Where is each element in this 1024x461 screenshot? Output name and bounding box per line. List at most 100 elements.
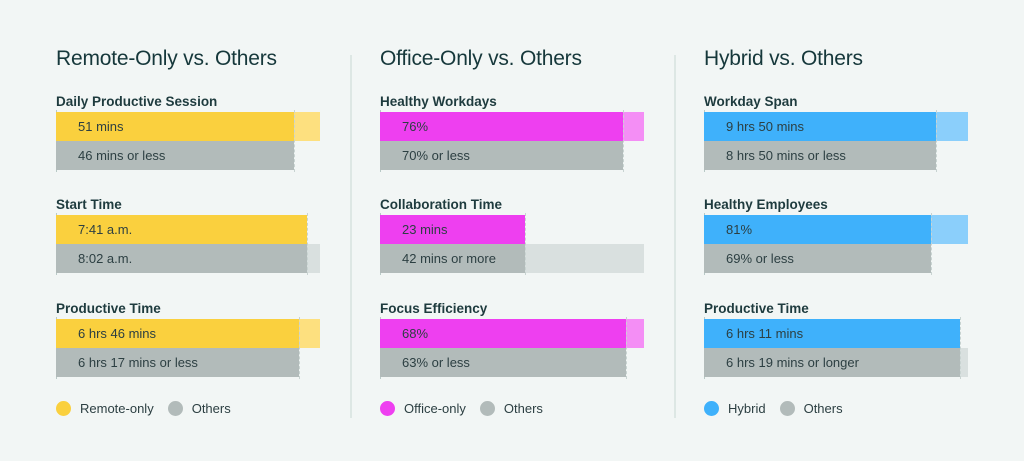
comparison-marker <box>931 213 932 275</box>
bar-pair: 76% 70% or less <box>380 110 644 172</box>
panel-divider <box>674 55 676 418</box>
others-value-label: 46 mins or less <box>78 148 166 163</box>
legend-item-group: Hybrid <box>704 401 766 416</box>
group-bar <box>56 112 294 141</box>
legend: Hybrid Others <box>704 401 857 416</box>
group-bar-difference <box>294 112 320 141</box>
legend: Remote-only Others <box>56 401 245 416</box>
comparison-marker <box>626 317 627 379</box>
group-value-label: 6 hrs 11 mins <box>726 326 804 341</box>
group-bar <box>704 112 936 141</box>
bar-pair: 23 mins 42 mins or more <box>380 213 644 275</box>
legend-label: Others <box>503 401 543 416</box>
comparison-marker <box>623 110 624 172</box>
comparison-marker <box>936 110 937 172</box>
legend-dot-icon <box>779 401 795 416</box>
others-bar <box>380 244 525 273</box>
group-bar <box>56 215 307 244</box>
comparison-marker <box>294 110 295 172</box>
comparison-marker <box>307 213 308 275</box>
group-bar <box>704 319 960 348</box>
group-value-label: 23 mins <box>402 222 448 237</box>
others-value-label: 8 hrs 50 mins or less <box>726 148 846 163</box>
group-bar <box>380 215 525 244</box>
legend-label: Others <box>803 401 843 416</box>
legend-dot-icon <box>56 401 71 416</box>
others-bar <box>704 348 960 377</box>
group-value-label: 51 mins <box>78 119 124 134</box>
legend-item-others: Others <box>479 401 543 416</box>
legend-label: Remote-only <box>80 401 154 416</box>
group-value-label: 76% <box>402 119 429 134</box>
others-bar <box>56 141 294 170</box>
group-bar <box>380 112 623 141</box>
others-value-label: 6 hrs 17 mins or less <box>78 355 198 370</box>
others-bar <box>380 348 626 377</box>
others-value-label: 6 hrs 19 mins or longer <box>726 355 859 370</box>
others-value-label: 69% or less <box>726 251 794 266</box>
metric-group: Collaboration Time 23 mins 42 mins or more <box>380 197 644 287</box>
others-bar <box>704 244 931 273</box>
comparison-marker <box>960 317 961 379</box>
group-value-label: 7:41 a.m. <box>78 222 133 237</box>
metric-group: Healthy Workdays 76% 70% or less <box>380 94 644 184</box>
group-value-label: 6 hrs 46 mins <box>78 326 157 341</box>
panel-divider <box>350 55 352 418</box>
others-value-label: 70% or less <box>402 148 470 163</box>
metric-group: Start Time 7:41 a.m. 8:02 a.m. <box>56 197 320 287</box>
legend-item-others: Others <box>167 401 231 416</box>
legend-dot-icon <box>167 401 183 416</box>
metric-group: Healthy Employees 81% 69% or less <box>704 197 968 287</box>
bar-pair: 51 mins 46 mins or less <box>56 110 320 172</box>
others-value-label: 63% or less <box>402 355 470 370</box>
metric-label: Healthy Employees <box>704 197 828 212</box>
group-bar-difference <box>299 319 320 348</box>
bar-pair: 7:41 a.m. 8:02 a.m. <box>56 213 320 275</box>
metric-label: Collaboration Time <box>380 197 503 212</box>
legend-item-others: Others <box>779 401 843 416</box>
legend-dot-icon <box>380 401 395 416</box>
group-bar-difference <box>936 112 968 141</box>
legend-dot-icon <box>479 401 495 416</box>
others-value-label: 8:02 a.m. <box>78 251 133 266</box>
metric-label: Workday Span <box>704 94 798 109</box>
metric-group: Productive Time 6 hrs 11 mins 6 hrs 19 min… <box>704 301 968 391</box>
metric-group: Workday Span 9 hrs 50 mins 8 hrs 50 mins o… <box>704 94 968 184</box>
legend-item-group: Remote-only <box>56 401 154 416</box>
metric-label: Productive Time <box>56 301 161 316</box>
others-bar <box>56 244 307 273</box>
panel-title: Hybrid vs. Others <box>704 47 863 70</box>
metric-group: Focus Efficiency 68% 63% or less <box>380 301 644 391</box>
bar-pair: 6 hrs 46 mins 6 hrs 17 mins or less <box>56 317 320 379</box>
group-bar-difference <box>626 319 644 348</box>
others-bar-difference <box>525 244 644 273</box>
legend: Office-only Others <box>380 401 557 416</box>
legend-dot-icon <box>704 401 719 416</box>
metric-label: Productive Time <box>704 301 809 316</box>
group-value-label: 81% <box>726 222 753 237</box>
others-value-label: 42 mins or more <box>402 251 496 266</box>
group-bar <box>380 319 626 348</box>
bar-pair: 68% 63% or less <box>380 317 644 379</box>
group-bar-difference <box>623 112 644 141</box>
metric-label: Focus Efficiency <box>380 301 488 316</box>
others-bar-difference <box>960 348 968 377</box>
others-bar <box>704 141 936 170</box>
comparison-marker <box>299 317 300 379</box>
legend-label: Office-only <box>404 401 466 416</box>
group-bar <box>704 215 931 244</box>
metric-group: Productive Time 6 hrs 46 mins 6 hrs 17 min… <box>56 301 320 391</box>
comparison-marker <box>525 213 526 275</box>
metric-label: Start Time <box>56 197 122 212</box>
others-bar-difference <box>307 244 320 273</box>
bar-pair: 9 hrs 50 mins 8 hrs 50 mins or less <box>704 110 968 172</box>
group-value-label: 68% <box>402 326 429 341</box>
others-bar <box>380 141 623 170</box>
metric-group: Daily Productive Session 51 mins 46 mins o… <box>56 94 320 184</box>
group-value-label: 9 hrs 50 mins <box>726 119 805 134</box>
metric-label: Daily Productive Session <box>56 94 218 109</box>
legend-label: Hybrid <box>728 401 766 416</box>
panel-title: Remote-Only vs. Others <box>56 47 277 70</box>
legend-item-group: Office-only <box>380 401 466 416</box>
bar-pair: 81% 69% or less <box>704 213 968 275</box>
